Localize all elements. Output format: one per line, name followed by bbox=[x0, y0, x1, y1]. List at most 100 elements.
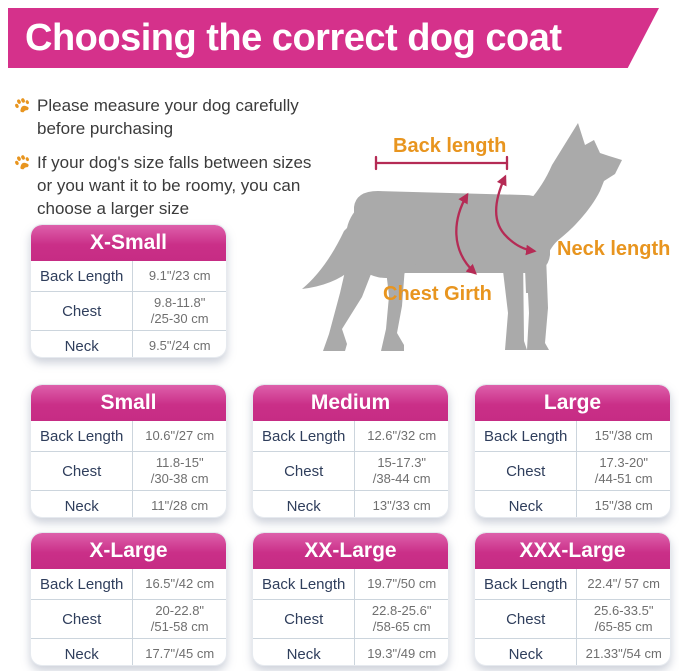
note-item: Please measure your dog carefully before… bbox=[14, 94, 334, 140]
table-row: Chest 11.8-15" /30-38 cm bbox=[31, 451, 226, 490]
dog-silhouette bbox=[302, 123, 622, 351]
chest-girth-arrow bbox=[455, 192, 477, 275]
size-card-large: Large Back Length 15"/38 cm Chest 17.3-2… bbox=[474, 384, 671, 518]
dog-front-leg-far bbox=[503, 253, 527, 350]
chest-value-line1: 15-17.3" bbox=[377, 455, 427, 470]
chest-value-line2: /25-30 cm bbox=[150, 311, 209, 326]
row-value-back-length: 12.6"/32 cm bbox=[354, 421, 448, 451]
dog-head-neck bbox=[524, 123, 622, 293]
row-value-neck: 11"/28 cm bbox=[132, 491, 226, 517]
table-row: Neck 17.7"/45 cm bbox=[31, 638, 226, 665]
measurement-annotations: Back length Neck length Chest Girth bbox=[374, 135, 670, 305]
size-card-xsmall: X-Small Back Length 9.1"/23 cm Chest 9.8… bbox=[30, 224, 227, 358]
size-card-small: Small Back Length 10.6"/27 cm Chest 11.8… bbox=[30, 384, 227, 518]
dog-rear-leg bbox=[323, 241, 380, 351]
back-length-label: Back length bbox=[393, 135, 506, 157]
row-value-neck: 13"/33 cm bbox=[354, 491, 448, 517]
row-value-chest: 25.6-33.5" /65-85 cm bbox=[576, 600, 670, 638]
chest-value-line2: /58-65 cm bbox=[372, 619, 431, 634]
chest-value-line2: /65-85 cm bbox=[594, 619, 653, 634]
row-label-back-length: Back Length bbox=[39, 427, 124, 445]
row-value-neck: 17.7"/45 cm bbox=[132, 639, 226, 665]
table-row: Chest 25.6-33.5" /65-85 cm bbox=[475, 599, 670, 638]
row-label-chest: Chest bbox=[62, 610, 102, 628]
row-value-back-length: 19.7"/50 cm bbox=[354, 569, 448, 599]
size-card-header: Medium bbox=[253, 385, 448, 421]
table-row: Back Length 19.7"/50 cm bbox=[253, 569, 448, 599]
row-label-neck: Neck bbox=[64, 645, 99, 663]
neck-length-label: Neck length bbox=[557, 238, 670, 260]
row-value-back-length: 9.1"/23 cm bbox=[132, 261, 226, 291]
table-row: Back Length 16.5"/42 cm bbox=[31, 569, 226, 599]
row-label-neck: Neck bbox=[286, 645, 321, 663]
chest-value-line1: 11.8-15" bbox=[155, 455, 204, 470]
row-label-chest: Chest bbox=[506, 462, 546, 480]
table-row: Neck 19.3"/49 cm bbox=[253, 638, 448, 665]
row-label-neck: Neck bbox=[508, 645, 543, 663]
size-card-medium: Medium Back Length 12.6"/32 cm Chest 15-… bbox=[252, 384, 449, 518]
row-value-chest: 9.8-11.8" /25-30 cm bbox=[132, 292, 226, 330]
table-row: Chest 9.8-11.8" /25-30 cm bbox=[31, 291, 226, 330]
row-label-back-length: Back Length bbox=[483, 427, 568, 445]
note-line: before purchasing bbox=[37, 119, 174, 138]
dog-measurement-diagram: Back length Neck length Chest Girth bbox=[302, 123, 670, 351]
row-label-back-length: Back Length bbox=[39, 575, 124, 593]
row-label-chest: Chest bbox=[62, 462, 102, 480]
size-card-xxlarge: XX-Large Back Length 19.7"/50 cm Chest 2… bbox=[252, 532, 449, 666]
table-row: Neck 13"/33 cm bbox=[253, 490, 448, 517]
table-row: Back Length 22.4"/ 57 cm bbox=[475, 569, 670, 599]
table-row: Back Length 9.1"/23 cm bbox=[31, 261, 226, 291]
chest-value-line2: /44-51 cm bbox=[594, 471, 653, 486]
size-card-header: XXX-Large bbox=[475, 533, 670, 569]
row-label-neck: Neck bbox=[286, 497, 321, 515]
chest-value-line2: /51-58 cm bbox=[150, 619, 209, 634]
row-label-chest: Chest bbox=[284, 462, 324, 480]
row-value-back-length: 22.4"/ 57 cm bbox=[576, 569, 670, 599]
row-label-neck: Neck bbox=[508, 497, 543, 515]
note-item: If your dog's size falls between sizes o… bbox=[14, 151, 334, 220]
chest-girth-label: Chest Girth bbox=[383, 283, 492, 305]
row-label-neck: Neck bbox=[64, 497, 99, 515]
size-card-header: Large bbox=[475, 385, 670, 421]
table-row: Chest 17.3-20" /44-51 cm bbox=[475, 451, 670, 490]
row-value-chest: 22.8-25.6" /58-65 cm bbox=[354, 600, 448, 638]
row-value-chest: 20-22.8" /51-58 cm bbox=[132, 600, 226, 638]
dog-rear-leg-far bbox=[381, 253, 406, 351]
page-title: Choosing the correct dog coat bbox=[8, 8, 659, 68]
table-row: Back Length 10.6"/27 cm bbox=[31, 421, 226, 451]
row-label-neck: Neck bbox=[64, 337, 99, 355]
row-label-back-length: Back Length bbox=[261, 427, 346, 445]
row-value-chest: 11.8-15" /30-38 cm bbox=[132, 452, 226, 490]
table-row: Chest 22.8-25.6" /58-65 cm bbox=[253, 599, 448, 638]
dog-front-leg bbox=[526, 253, 549, 350]
note-line: choose a larger size bbox=[37, 199, 190, 218]
table-row: Back Length 12.6"/32 cm bbox=[253, 421, 448, 451]
neck-length-arrow bbox=[495, 174, 537, 256]
row-value-chest: 15-17.3" /38-44 cm bbox=[354, 452, 448, 490]
row-label-chest: Chest bbox=[62, 302, 102, 320]
chest-value-line1: 25.6-33.5" bbox=[593, 603, 654, 618]
size-card-header: XX-Large bbox=[253, 533, 448, 569]
table-row: Neck 9.5"/24 cm bbox=[31, 330, 226, 357]
row-value-neck: 19.3"/49 cm bbox=[354, 639, 448, 665]
note-line: or you want it to be roomy, you can bbox=[37, 176, 301, 195]
row-label-chest: Chest bbox=[506, 610, 546, 628]
size-card-header: X-Large bbox=[31, 533, 226, 569]
chest-value-line2: /30-38 cm bbox=[150, 471, 209, 486]
note-line: Please measure your dog carefully bbox=[37, 96, 299, 115]
row-value-neck: 21.33"/54 cm bbox=[576, 639, 670, 665]
paw-icon bbox=[15, 98, 29, 113]
row-value-back-length: 15"/38 cm bbox=[576, 421, 670, 451]
size-card-header: X-Small bbox=[31, 225, 226, 261]
table-row: Neck 11"/28 cm bbox=[31, 490, 226, 517]
size-card-xxxlarge: XXX-Large Back Length 22.4"/ 57 cm Chest… bbox=[474, 532, 671, 666]
table-row: Neck 15"/38 cm bbox=[475, 490, 670, 517]
row-value-back-length: 10.6"/27 cm bbox=[132, 421, 226, 451]
table-row: Chest 15-17.3" /38-44 cm bbox=[253, 451, 448, 490]
row-value-back-length: 16.5"/42 cm bbox=[132, 569, 226, 599]
size-card-xlarge: X-Large Back Length 16.5"/42 cm Chest 20… bbox=[30, 532, 227, 666]
chest-value-line1: 17.3-20" bbox=[599, 455, 649, 470]
size-card-header: Small bbox=[31, 385, 226, 421]
row-label-back-length: Back Length bbox=[261, 575, 346, 593]
row-value-neck: 9.5"/24 cm bbox=[132, 331, 226, 357]
